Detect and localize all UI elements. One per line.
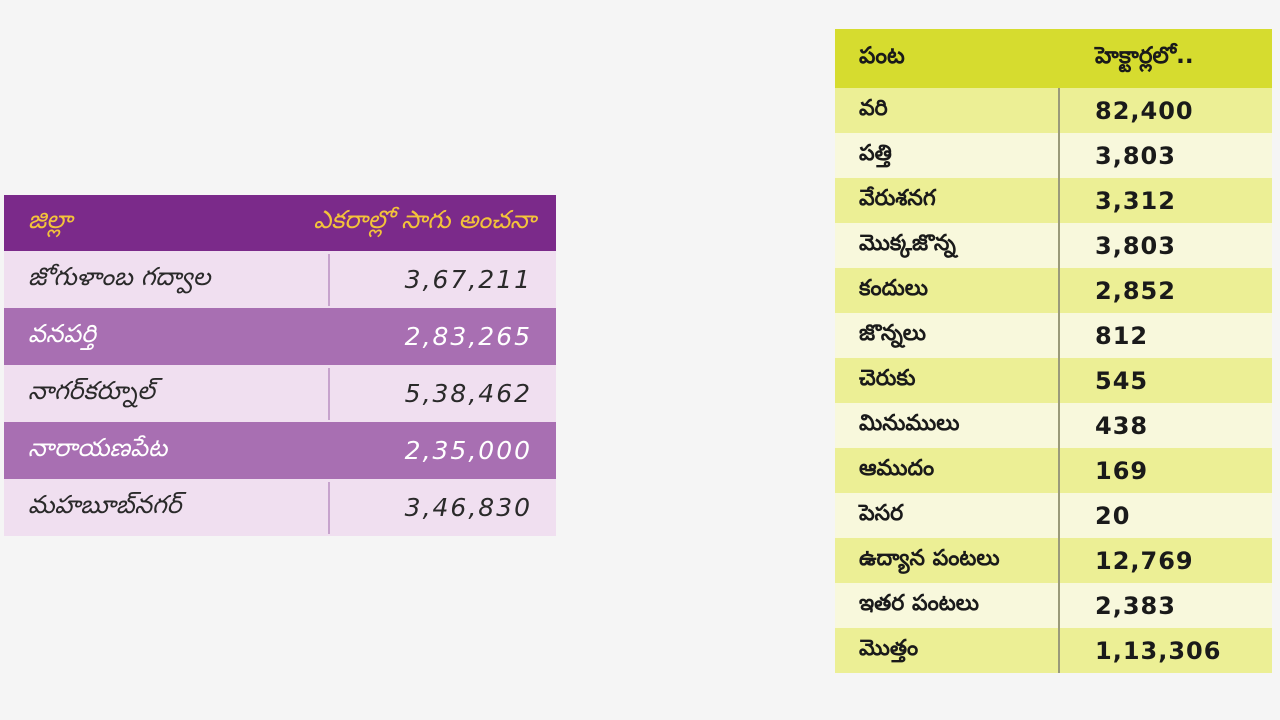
crop-name: వేరుశనగ: [859, 185, 936, 211]
crop-table-header: పంట హెక్టార్లలో..: [835, 29, 1272, 88]
table-row: ఉద్యాన పంటలు 12,769: [835, 538, 1272, 583]
table-row: నారాయణపేట 2,35,000: [4, 422, 556, 479]
crop-value: 545: [1095, 366, 1149, 395]
table-row: ఇతర పంటలు 2,383: [835, 583, 1272, 628]
crop-value: 82,400: [1095, 96, 1194, 125]
crop-value: 2,852: [1095, 276, 1176, 305]
crop-name: ఉద్యాన పంటలు: [859, 545, 1000, 571]
district-value: 3,67,211: [404, 265, 532, 294]
table-row: పెసర 20: [835, 493, 1272, 538]
table-row: జోగుళాంబ గద్వాల 3,67,211: [4, 251, 556, 308]
district-value: 3,46,830: [404, 493, 532, 522]
district-name: నాగర్‌కర్నూల్: [4, 367, 330, 420]
crop-value: 1,13,306: [1095, 636, 1222, 665]
crop-name: వరి: [859, 95, 888, 121]
table-row: జొన్నలు 812: [835, 313, 1272, 358]
crop-value: 2,383: [1095, 591, 1176, 620]
table-row: మహబూబ్‌నగర్ 3,46,830: [4, 479, 556, 536]
district-table-header: జిల్లా ఎకరాల్లో సాగు అంచనా: [4, 195, 556, 251]
crop-hectares-table: పంట హెక్టార్లలో.. వరి 82,400 పత్తి 3,803…: [835, 29, 1272, 673]
crop-name: మొత్తం: [859, 635, 919, 661]
district-name: మహబూబ్‌నగర్: [4, 481, 330, 534]
district-value: 2,35,000: [404, 436, 532, 465]
crop-name: కందులు: [859, 275, 928, 301]
district-value: 2,83,265: [404, 322, 532, 351]
table-row: వరి 82,400: [835, 88, 1272, 133]
crop-name: ఆముదం: [859, 455, 935, 481]
table-row: వనపర్తి 2,83,265: [4, 308, 556, 365]
district-estimate-table: జిల్లా ఎకరాల్లో సాగు అంచనా జోగుళాంబ గద్వ…: [4, 195, 556, 536]
table-row: కందులు 2,852: [835, 268, 1272, 313]
district-name: నారాయణపేట: [4, 424, 330, 477]
crop-table-body: వరి 82,400 పత్తి 3,803 వేరుశనగ 3,312 మొక…: [835, 88, 1272, 673]
crop-name: ఇతర పంటలు: [859, 590, 979, 616]
crop-column-header: పంట: [859, 42, 905, 69]
crop-name: జొన్నలు: [859, 320, 927, 346]
crop-value: 3,803: [1095, 141, 1176, 170]
table-row: చెరుకు 545: [835, 358, 1272, 403]
crop-value: 3,803: [1095, 231, 1176, 260]
crop-name: పెసర: [859, 500, 904, 526]
table-row: పత్తి 3,803: [835, 133, 1272, 178]
crop-value: 3,312: [1095, 186, 1176, 215]
district-value: 5,38,462: [404, 379, 532, 408]
crop-name: మినుములు: [859, 410, 960, 436]
table-row: ఆముదం 169: [835, 448, 1272, 493]
table-row: మినుములు 438: [835, 403, 1272, 448]
table-row-total: మొత్తం 1,13,306: [835, 628, 1272, 673]
crop-name: పత్తి: [859, 140, 892, 166]
table-row: నాగర్‌కర్నూల్ 5,38,462: [4, 365, 556, 422]
crop-value: 812: [1095, 321, 1149, 350]
crop-name: మొక్కజొన్న: [859, 230, 956, 256]
crop-name: చెరుకు: [859, 365, 916, 391]
district-name: వనపర్తి: [4, 310, 330, 363]
column-divider: [1058, 88, 1060, 673]
district-name: జోగుళాంబ గద్వాల: [4, 253, 330, 306]
hectares-column-header: హెక్టార్లలో..: [1095, 42, 1194, 69]
table-row: వేరుశనగ 3,312: [835, 178, 1272, 223]
crop-value: 12,769: [1095, 546, 1194, 575]
table-row: మొక్కజొన్న 3,803: [835, 223, 1272, 268]
district-column-header: జిల్లా: [28, 205, 73, 234]
crop-value: 438: [1095, 411, 1149, 440]
crop-value: 169: [1095, 456, 1149, 485]
estimate-column-header: ఎకరాల్లో సాగు అంచనా: [313, 205, 536, 234]
crop-value: 20: [1095, 501, 1131, 530]
